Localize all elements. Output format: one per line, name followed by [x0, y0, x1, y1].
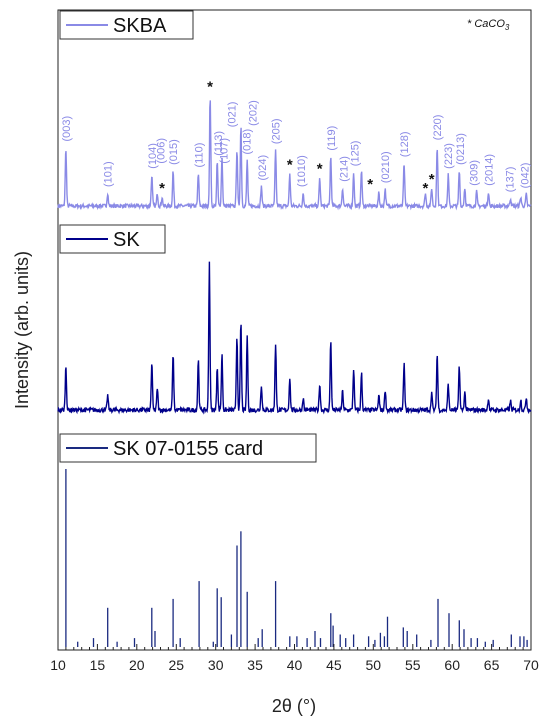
- legend-sk: SK: [59, 224, 166, 254]
- hkl-label: (0213): [455, 133, 467, 165]
- calcite-star: *: [367, 176, 373, 193]
- series-skba-group: [57, 100, 532, 211]
- hkl-label: (018): [241, 129, 253, 155]
- hkl-label: (101): [103, 161, 115, 187]
- x-tick-label: 70: [523, 657, 539, 673]
- hkl-label: (119): [326, 126, 338, 151]
- legend-card: SK 07-0155 card: [59, 433, 317, 463]
- x-tick-label: 35: [247, 657, 263, 673]
- x-tick-label: 40: [287, 657, 303, 673]
- hkl-label: (1010): [296, 155, 308, 187]
- hkl-label: (128): [399, 131, 411, 157]
- x-tick-label: 20: [129, 657, 145, 673]
- calcite-star: *: [287, 157, 293, 174]
- x-tick-label: 15: [90, 657, 106, 673]
- hkl-label: (125): [349, 141, 361, 167]
- hkl-label: (223): [443, 143, 455, 169]
- calcite-star: *: [317, 160, 323, 177]
- x-tick-label: 60: [444, 657, 460, 673]
- hkl-label: (220): [432, 115, 444, 141]
- calcite-markers-group: *** ** **: [159, 79, 435, 197]
- series-sk-line: [57, 261, 532, 415]
- hkl-label: (107): [219, 138, 231, 164]
- hkl-label: (214): [338, 156, 350, 182]
- hkl-label: (137): [505, 167, 517, 193]
- legend-card-label: SK 07-0155 card: [113, 438, 263, 460]
- hkl-label: (202): [248, 100, 260, 126]
- x-axis: 10 15 20 25 30 35 40 45 50 55 60 65 70: [50, 644, 539, 673]
- hkl-label: (015): [168, 139, 180, 165]
- hkl-label: (309): [469, 160, 481, 186]
- hkl-label: (113): [213, 131, 225, 156]
- hkl-label: (006): [156, 138, 168, 164]
- x-tick-label: 25: [169, 657, 185, 673]
- hkl-label: (110): [193, 143, 205, 168]
- calcite-star: *: [207, 79, 213, 96]
- legend-skba-label: SKBA: [113, 15, 167, 37]
- x-tick-label: 45: [326, 657, 342, 673]
- series-sk-group: [57, 261, 532, 415]
- series-skba-line: [57, 100, 532, 211]
- hkl-label: (2014): [483, 154, 495, 186]
- calcite-star: *: [422, 180, 428, 197]
- x-tick-label: 10: [50, 657, 66, 673]
- x-axis-title: 2θ (°): [272, 696, 316, 716]
- calcite-note-subscript: 3: [505, 23, 510, 32]
- x-tick-label: 50: [366, 657, 382, 673]
- legend-sk-label: SK: [113, 229, 140, 251]
- x-tick-label: 55: [405, 657, 421, 673]
- hkl-label: (104): [147, 143, 159, 169]
- y-axis-title: Intensity (arb. units): [12, 251, 32, 409]
- hkl-labels-group: (003) (101) (104)(006) (015) (110) (113)(107)…: [61, 100, 532, 192]
- hkl-label: (021): [226, 102, 238, 128]
- calcite-note: * CaCO3: [467, 18, 510, 32]
- hkl-label: (205): [271, 118, 283, 144]
- x-tick-label: 30: [208, 657, 224, 673]
- plot-frame: [57, 9, 532, 651]
- series-card-group: [65, 469, 528, 647]
- legend-skba: SKBA: [59, 10, 194, 40]
- x-tick-label: 65: [484, 657, 500, 673]
- calcite-note-text: * CaCO: [467, 18, 505, 30]
- calcite-star: *: [429, 171, 435, 188]
- hkl-label: (0210): [380, 151, 392, 183]
- hkl-label: (024): [257, 155, 269, 181]
- calcite-star: *: [159, 180, 165, 197]
- hkl-label: (003): [61, 116, 73, 142]
- hkl-label: (042): [520, 163, 532, 189]
